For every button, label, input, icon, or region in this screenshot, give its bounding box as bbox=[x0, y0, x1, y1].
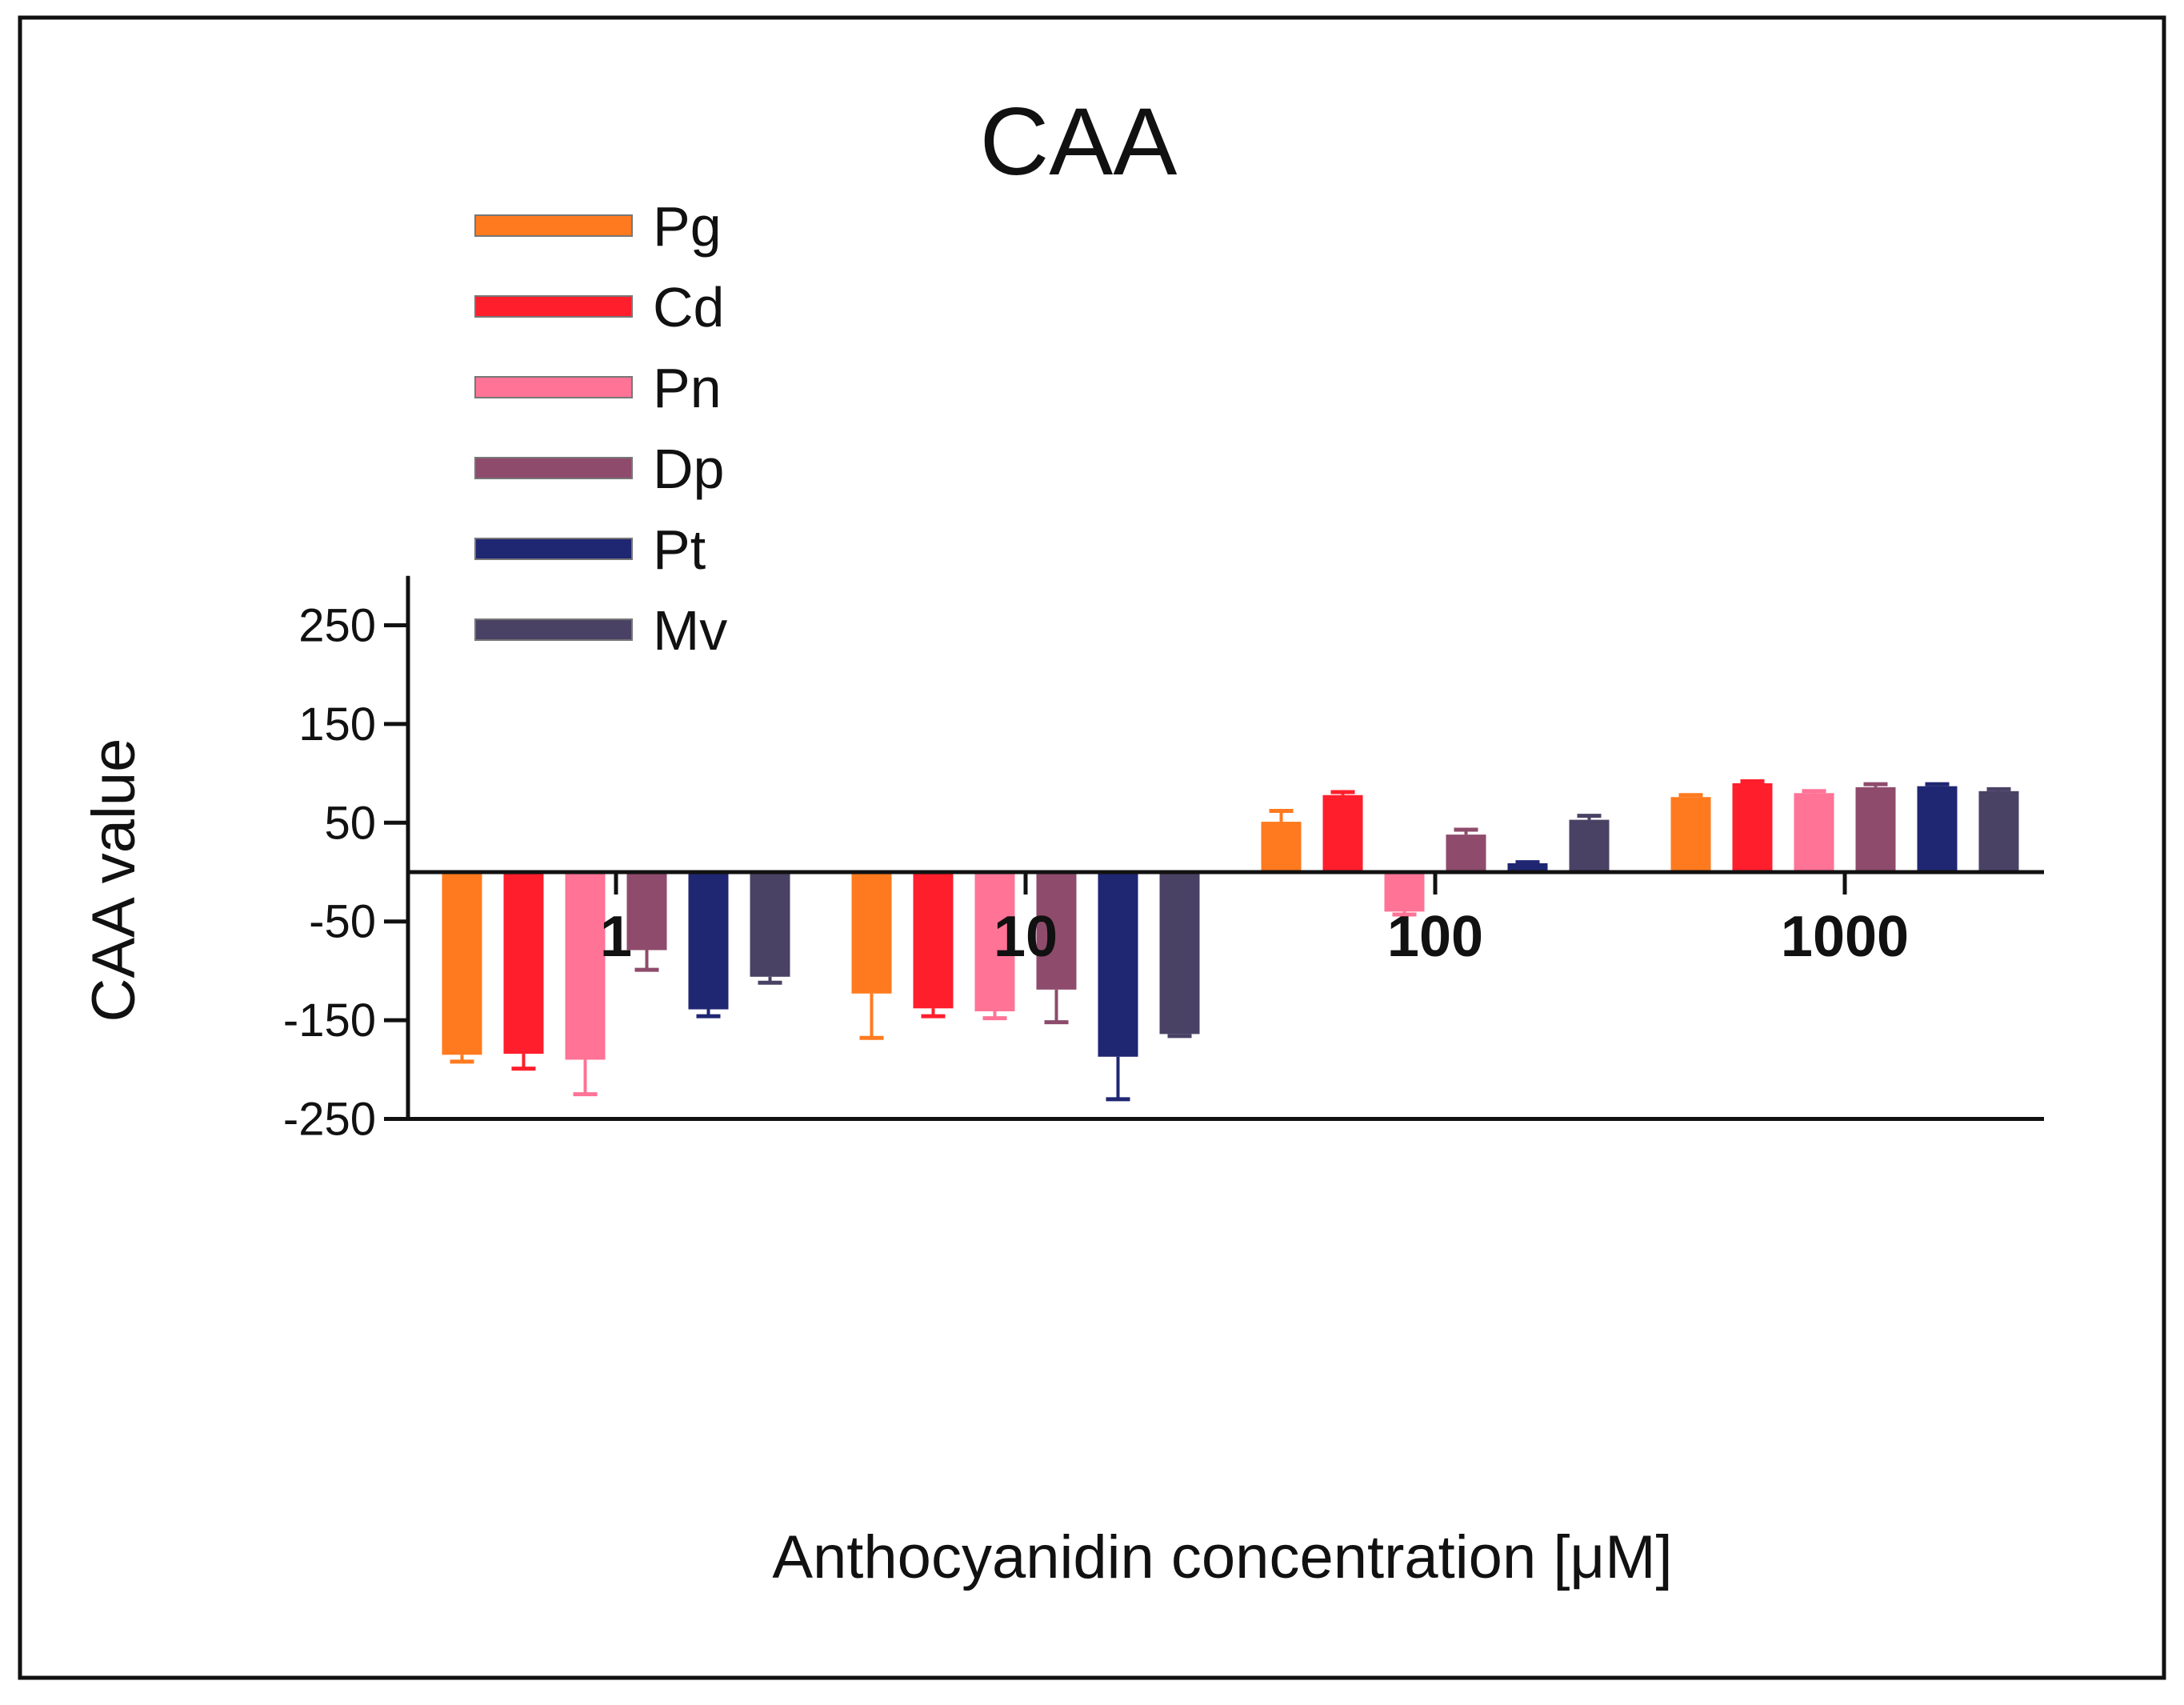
y-tick-label: -50 bbox=[309, 896, 376, 948]
bar bbox=[1855, 786, 1896, 872]
chart-title: CAA bbox=[980, 88, 1178, 195]
legend-swatch bbox=[474, 618, 633, 641]
legend-label: Dp bbox=[653, 438, 724, 500]
bar bbox=[974, 872, 1015, 1011]
bar bbox=[442, 872, 482, 1055]
legend: Pg Cd Pn Dp Pt Mv bbox=[474, 195, 727, 662]
legend-label: Cd bbox=[653, 276, 724, 338]
bar bbox=[1670, 797, 1711, 872]
bar bbox=[1507, 863, 1548, 872]
legend-label: Mv bbox=[653, 599, 727, 662]
bar bbox=[1732, 782, 1773, 872]
legend-swatch bbox=[474, 376, 633, 398]
bar bbox=[626, 872, 667, 951]
bar bbox=[851, 872, 892, 994]
y-axis-label: CAA value bbox=[80, 738, 148, 1023]
bar bbox=[1159, 872, 1200, 1035]
bar bbox=[1794, 793, 1834, 872]
legend-label: Pg bbox=[653, 195, 722, 258]
legend-swatch bbox=[474, 214, 633, 237]
bar bbox=[1569, 819, 1610, 872]
x-tick-label: 100 bbox=[1387, 905, 1483, 969]
bar bbox=[1036, 872, 1077, 990]
plot-area: -250 -150 -50 50 150 250 1 10 100 1000 bbox=[283, 575, 2044, 1146]
x-tick-label: 1 bbox=[600, 905, 632, 969]
bar bbox=[1917, 786, 1958, 872]
bar bbox=[565, 872, 606, 1060]
bar bbox=[1098, 872, 1138, 1057]
y-tick-label: -250 bbox=[283, 1094, 376, 1146]
bar bbox=[688, 872, 729, 1010]
legend-label: Pn bbox=[653, 357, 722, 419]
bar bbox=[913, 872, 954, 1009]
bar bbox=[1384, 872, 1425, 912]
y-tick-label: -150 bbox=[283, 995, 376, 1047]
bar bbox=[1322, 794, 1363, 872]
legend-swatch bbox=[474, 538, 633, 560]
bar bbox=[503, 872, 544, 1055]
y-tick-label: 150 bbox=[298, 698, 376, 750]
x-tick-label: 10 bbox=[994, 905, 1058, 969]
legend-label: Pt bbox=[653, 518, 706, 581]
legend-swatch bbox=[474, 457, 633, 479]
bar bbox=[1446, 834, 1486, 872]
legend-swatch bbox=[474, 295, 633, 318]
bar bbox=[1261, 822, 1302, 872]
y-tick-label: 50 bbox=[324, 797, 376, 849]
y-tick-label: 250 bbox=[298, 600, 376, 652]
x-axis-label: Anthocyanidin concentration [μM] bbox=[772, 1523, 1672, 1591]
bar bbox=[750, 872, 790, 977]
bar bbox=[1978, 790, 2019, 872]
x-tick-label: 1000 bbox=[1781, 905, 1909, 969]
